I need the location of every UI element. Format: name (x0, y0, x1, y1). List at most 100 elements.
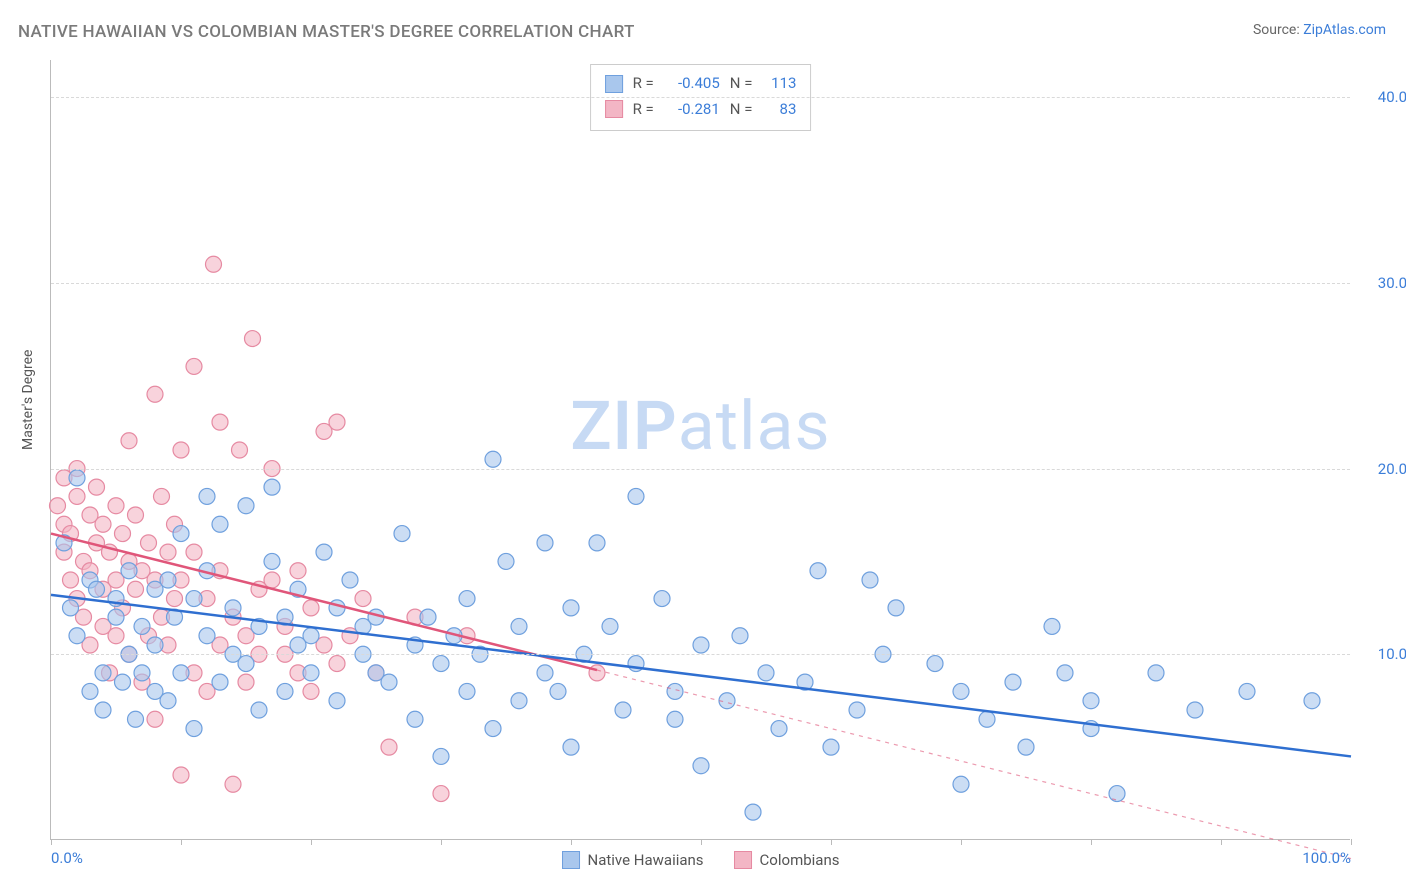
scatter-point (63, 600, 79, 616)
scatter-point (115, 674, 131, 690)
chart-title: NATIVE HAWAIIAN VS COLOMBIAN MASTER'S DE… (18, 22, 635, 42)
y-tick-label: 10.0% (1378, 645, 1406, 663)
scatter-point (206, 256, 222, 272)
scatter-point (420, 609, 436, 625)
y-tick-label: 20.0% (1378, 460, 1406, 478)
scatter-point (615, 702, 631, 718)
grid-line (51, 97, 1350, 98)
regression-line-b-dashed (597, 670, 1351, 859)
scatter-point (212, 674, 228, 690)
scatter-point (115, 526, 131, 542)
legend: Native Hawaiians Colombians (562, 851, 840, 869)
scatter-point (134, 665, 150, 681)
scatter-point (173, 526, 189, 542)
scatter-point (1083, 693, 1099, 709)
scatter-point (232, 442, 248, 458)
scatter-svg (51, 60, 1350, 839)
x-tick-label: 0.0% (51, 849, 83, 867)
scatter-point (927, 656, 943, 672)
scatter-point (251, 702, 267, 718)
scatter-point (108, 498, 124, 514)
y-axis-label: Master's Degree (20, 350, 36, 450)
scatter-point (1239, 683, 1255, 699)
scatter-point (329, 600, 345, 616)
scatter-point (63, 572, 79, 588)
source-link[interactable]: ZipAtlas.com (1303, 22, 1386, 38)
legend-item-b: Colombians (734, 851, 840, 869)
scatter-point (485, 451, 501, 467)
x-tick (961, 839, 962, 845)
scatter-point (888, 600, 904, 616)
scatter-point (147, 386, 163, 402)
scatter-point (303, 683, 319, 699)
scatter-point (602, 618, 618, 634)
x-tick (51, 839, 52, 845)
scatter-point (823, 739, 839, 755)
scatter-point (329, 693, 345, 709)
scatter-point (238, 498, 254, 514)
scatter-point (550, 683, 566, 699)
scatter-point (693, 758, 709, 774)
scatter-point (953, 776, 969, 792)
grid-line (51, 283, 1350, 284)
scatter-point (82, 683, 98, 699)
scatter-point (160, 572, 176, 588)
scatter-point (128, 711, 144, 727)
scatter-point (212, 414, 228, 430)
legend-swatch-b (734, 851, 752, 869)
x-tick (311, 839, 312, 845)
x-tick (441, 839, 442, 845)
scatter-point (245, 331, 261, 347)
scatter-point (342, 572, 358, 588)
scatter-point (849, 702, 865, 718)
scatter-point (511, 693, 527, 709)
scatter-point (667, 711, 683, 727)
scatter-point (225, 600, 241, 616)
scatter-point (1057, 665, 1073, 681)
scatter-point (173, 767, 189, 783)
scatter-point (758, 665, 774, 681)
scatter-point (745, 804, 761, 820)
scatter-point (186, 721, 202, 737)
scatter-point (862, 572, 878, 588)
scatter-point (433, 748, 449, 764)
source-label: Source: (1253, 22, 1300, 38)
scatter-point (89, 479, 105, 495)
x-tick (181, 839, 182, 845)
legend-item-a: Native Hawaiians (562, 851, 704, 869)
scatter-point (141, 535, 157, 551)
scatter-point (173, 665, 189, 681)
scatter-point (69, 628, 85, 644)
scatter-point (1109, 786, 1125, 802)
scatter-point (667, 683, 683, 699)
scatter-point (225, 776, 241, 792)
scatter-point (459, 591, 475, 607)
source-credit: Source: ZipAtlas.com (1253, 22, 1386, 38)
scatter-point (264, 479, 280, 495)
scatter-point (95, 702, 111, 718)
scatter-point (147, 711, 163, 727)
scatter-point (303, 665, 319, 681)
scatter-point (147, 637, 163, 653)
scatter-point (160, 693, 176, 709)
x-tick-label: 100.0% (1302, 849, 1351, 867)
x-tick (1221, 839, 1222, 845)
x-tick (1351, 839, 1352, 845)
scatter-point (128, 581, 144, 597)
scatter-point (511, 618, 527, 634)
scatter-point (1304, 693, 1320, 709)
scatter-point (128, 507, 144, 523)
scatter-point (108, 628, 124, 644)
scatter-point (167, 591, 183, 607)
scatter-point (303, 628, 319, 644)
scatter-point (238, 656, 254, 672)
scatter-point (693, 637, 709, 653)
scatter-point (433, 786, 449, 802)
scatter-point (238, 674, 254, 690)
scatter-point (329, 656, 345, 672)
scatter-point (563, 739, 579, 755)
scatter-point (407, 711, 423, 727)
scatter-point (89, 581, 105, 597)
scatter-point (537, 535, 553, 551)
scatter-point (485, 721, 501, 737)
